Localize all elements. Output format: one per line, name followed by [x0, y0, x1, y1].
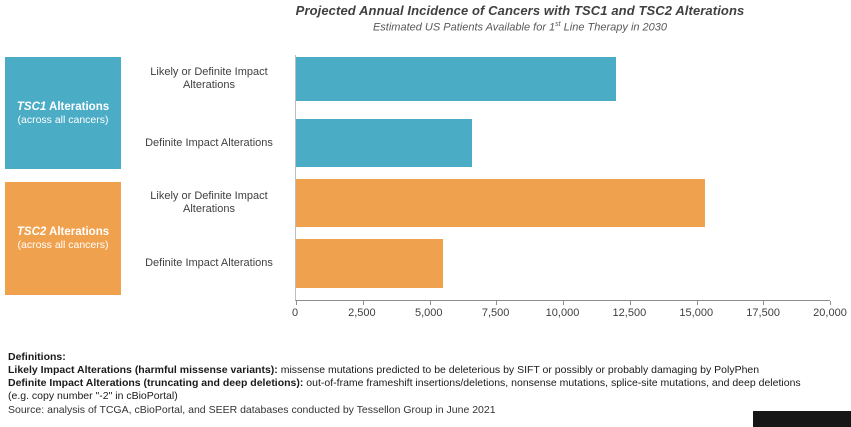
gene-name: TSC1 [16, 100, 47, 113]
category-sub-tsc2: (across all cancers) [17, 239, 109, 251]
definitions-block: Definitions: Likely Impact Alterations (… [8, 351, 846, 403]
category-name-rest: Alterations [46, 226, 110, 238]
x-tick-mark [696, 301, 698, 305]
bar-tsc1-definite [296, 119, 473, 167]
x-axis-tick-labels: 0 2,500 5,000 7,500 10,000 12,500 15,000 17,500… [291, 307, 847, 321]
x-tick-label: 20,000 [813, 307, 847, 319]
x-tick-label: 0 [291, 307, 299, 319]
bar-label-tsc1-likely: Likely or Definite Impact Alterations [150, 66, 268, 91]
definition-likely-impact: Likely Impact Alterations (harmful misse… [8, 364, 846, 377]
chart-header: Projected Annual Incidence of Cancers wi… [190, 3, 850, 34]
x-tick-mark [429, 301, 431, 305]
bar-tsc2-definite [296, 239, 443, 288]
subtitle-text-end: Line Therapy in 2030 [560, 21, 668, 34]
definition-text: out-of-frame frameshift insertions/delet… [303, 377, 801, 389]
gene-name: TSC2 [16, 226, 47, 238]
dark-corner-mark [753, 411, 851, 427]
definition-text: missense mutations predicted to be delet… [277, 364, 760, 376]
bar-label-tsc2-definite: Definite Impact Alterations [145, 257, 273, 269]
bar-label-tsc2-likely: Likely or Definite Impact Alterations [150, 190, 268, 215]
x-tick-mark [830, 301, 831, 305]
x-tick-label: 17,500 [746, 307, 780, 319]
x-tick-label: 15,000 [679, 307, 714, 319]
bar-tsc1-likely [296, 57, 617, 101]
category-sub-tsc1: (across all cancers) [17, 113, 109, 126]
bar-tsc2-likely [296, 179, 705, 227]
category-block-tsc2: TSC2 Alterations (across all cancers) [5, 182, 121, 295]
definitions-heading: Definitions: [8, 351, 66, 363]
chart-subtitle: Estimated US Patients Available for 1st … [190, 21, 850, 34]
x-tick-label: 7,500 [481, 307, 510, 319]
x-tick-mark [763, 301, 765, 305]
definition-note: (e.g. copy number "-2" in cBioPortal) [8, 390, 178, 402]
x-tick-mark [296, 301, 297, 305]
source-line: Source: analysis of TCGA, cBioPortal, an… [8, 404, 496, 416]
subtitle-superscript: st [555, 21, 561, 28]
definition-term: Likely Impact Alterations (harmful misse… [8, 364, 278, 376]
definition-term: Definite Impact Alterations (truncating … [8, 377, 304, 389]
subtitle-text: Estimated US Patients Available for 1 [372, 21, 556, 34]
bar-label-tsc1-definite: Definite Impact Alterations [145, 136, 273, 149]
x-tick-mark [629, 301, 631, 305]
plot-area [295, 55, 831, 305]
x-tick-label: 10,000 [545, 307, 580, 319]
category-name-tsc2: TSC2 Alterations [17, 226, 109, 238]
x-tick-mark [362, 301, 364, 305]
x-tick-label: 5,000 [414, 307, 443, 319]
category-block-tsc1: TSC1 Alterations (across all cancers) [5, 57, 121, 169]
x-tick-mark [496, 301, 498, 305]
x-tick-label: 2,500 [348, 307, 376, 319]
category-name-rest: Alterations [46, 100, 110, 113]
chart-title: Projected Annual Incidence of Cancers wi… [295, 3, 745, 18]
x-tick-mark [563, 301, 564, 305]
x-tick-label: 12,500 [612, 307, 647, 319]
definition-definite-impact: Definite Impact Alterations (truncating … [8, 377, 846, 390]
category-name-tsc1: TSC1 Alterations [17, 101, 109, 113]
